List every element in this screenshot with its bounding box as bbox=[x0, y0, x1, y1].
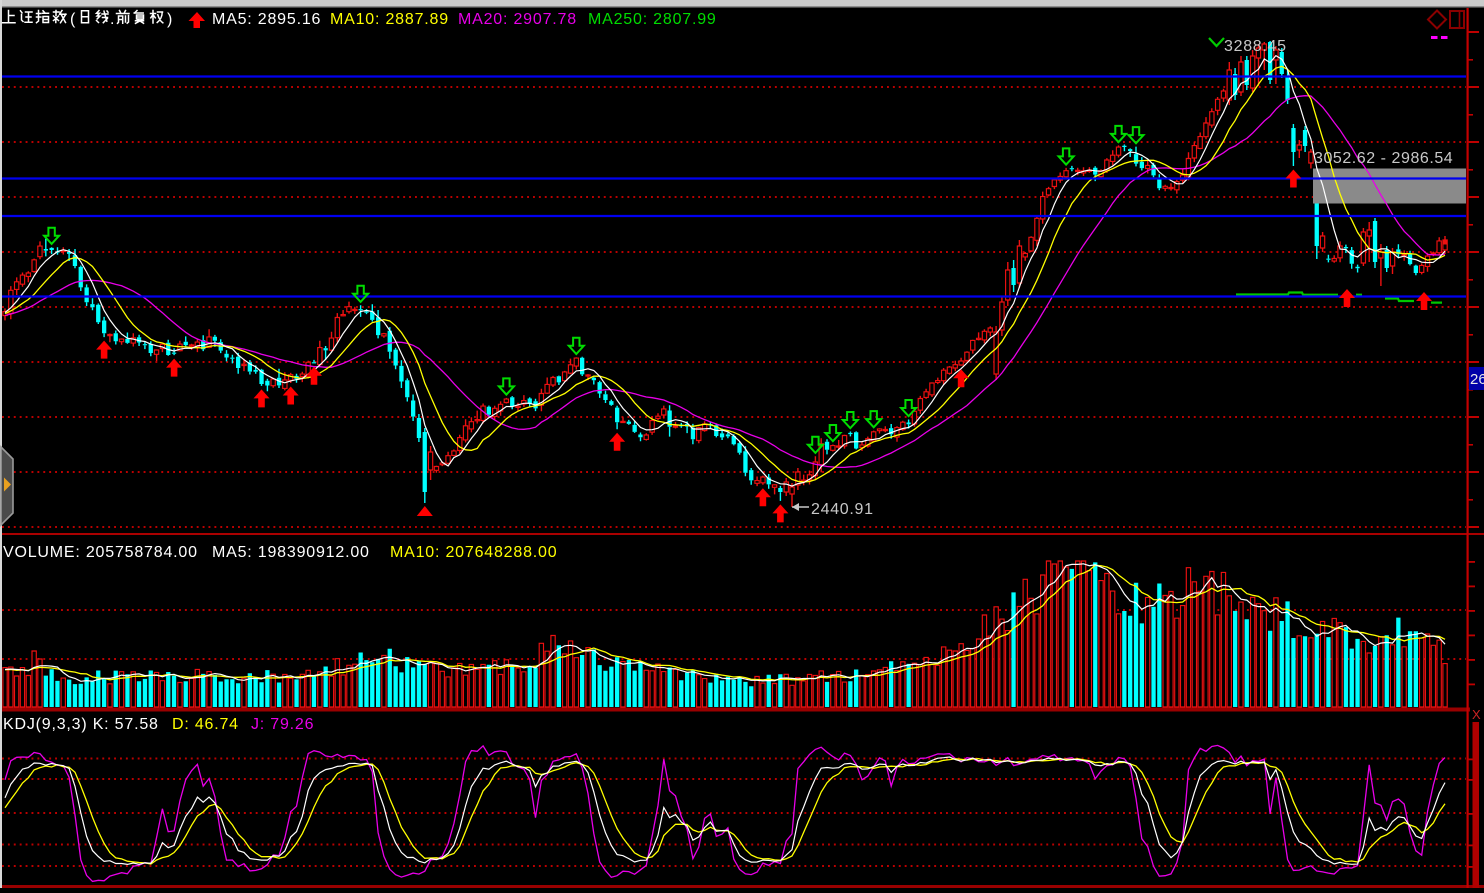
svg-text:MA5: 2895.16: MA5: 2895.16 bbox=[212, 11, 321, 28]
svg-text:MA5: 198390912.00: MA5: 198390912.00 bbox=[212, 544, 370, 561]
svg-text:J: 79.26: J: 79.26 bbox=[251, 716, 314, 733]
svg-text:.: . bbox=[110, 11, 115, 28]
svg-text:MA10: 2887.89: MA10: 2887.89 bbox=[330, 11, 449, 28]
svg-text:MA10: 207648288.00: MA10: 207648288.00 bbox=[390, 544, 557, 561]
svg-text:VOLUME: 205758784.00: VOLUME: 205758784.00 bbox=[3, 544, 198, 561]
svg-text:(: ( bbox=[70, 11, 76, 28]
svg-text:3288.45: 3288.45 bbox=[1224, 38, 1287, 55]
svg-text:D: 46.74: D: 46.74 bbox=[172, 716, 239, 733]
svg-text:MA250: 2807.99: MA250: 2807.99 bbox=[588, 11, 717, 28]
svg-text:X: X bbox=[1472, 707, 1481, 722]
svg-text:2440.91: 2440.91 bbox=[811, 501, 874, 518]
svg-text:268: 268 bbox=[1470, 371, 1484, 388]
svg-text:MA20: 2907.78: MA20: 2907.78 bbox=[458, 11, 577, 28]
svg-text:KDJ(9,3,3) K: 57.58: KDJ(9,3,3) K: 57.58 bbox=[3, 716, 159, 733]
svg-text:3052.62 - 2986.54: 3052.62 - 2986.54 bbox=[1314, 150, 1453, 167]
svg-text:): ) bbox=[167, 11, 173, 28]
